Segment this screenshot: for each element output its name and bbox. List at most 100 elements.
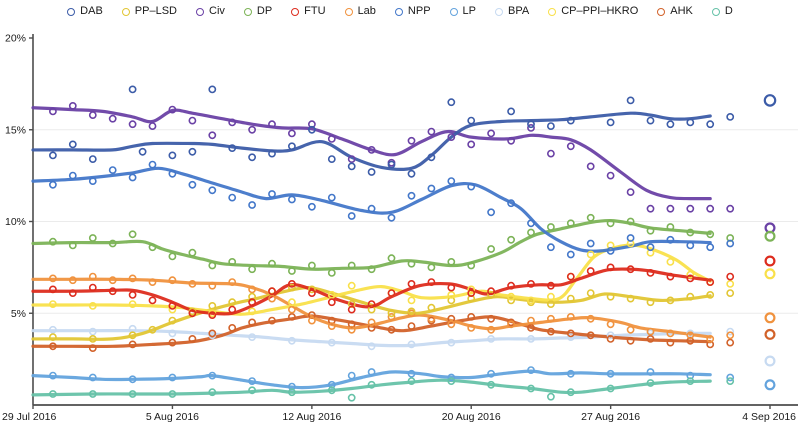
- poll-point-civ: [49, 107, 57, 116]
- poll-point-lp: [88, 373, 97, 382]
- poll-point-lab: [467, 323, 476, 332]
- legend-label-bpa: BPA: [508, 5, 530, 17]
- poll-point-lp: [527, 366, 535, 374]
- series-line-civ: [31, 106, 712, 201]
- poll-point-pplsd: [128, 331, 137, 340]
- poll-point-pplsd: [407, 307, 416, 316]
- poll-point-lab: [527, 316, 535, 325]
- poll-point-d: [88, 390, 97, 398]
- poll-point-ftu: [128, 290, 137, 299]
- poll-point-d: [407, 377, 416, 385]
- final-point-cp: [764, 268, 776, 280]
- poll-point-lab: [188, 279, 197, 288]
- legend-label-ftu: FTU: [304, 5, 326, 17]
- poll-point-civ: [367, 145, 376, 154]
- poll-point-lab: [68, 276, 77, 285]
- poll-point-cp: [49, 300, 57, 308]
- poll-point-d: [646, 379, 655, 387]
- poll-point-ahk: [547, 327, 555, 336]
- poll-point-ftu: [606, 263, 615, 272]
- poll-point-npp: [367, 204, 376, 213]
- poll-point-ftu: [686, 274, 695, 283]
- final-point-dab: [763, 94, 777, 107]
- final-point-bpa: [764, 355, 776, 367]
- poll-point-lab: [108, 276, 117, 285]
- poll-point-dp: [367, 265, 376, 274]
- poll-point-pplsd: [547, 300, 555, 308]
- poll-point-dab: [68, 140, 77, 149]
- poll-point-civ: [626, 188, 635, 196]
- poll-point-cp: [586, 250, 595, 259]
- poll-point-lp: [407, 369, 416, 378]
- poll-point-lp: [168, 373, 177, 382]
- poll-point-civ: [547, 149, 555, 158]
- poll-point-d: [128, 390, 137, 398]
- legend-item-lab: Lab: [344, 6, 376, 17]
- poll-point-ftu: [726, 272, 735, 281]
- poll-point-civ: [447, 133, 456, 141]
- poll-point-dab: [268, 149, 276, 158]
- legend-marker-ahk-icon: [657, 7, 666, 16]
- poll-point-lab: [287, 305, 296, 314]
- poll-point-cp: [407, 296, 416, 305]
- poll-point-cp: [467, 285, 476, 294]
- poll-point-lab: [168, 276, 177, 285]
- legend-marker-npp-icon: [394, 7, 403, 16]
- x-tick-label-2: 12 Aug 2016: [282, 411, 341, 423]
- series-line-dab: [31, 111, 712, 171]
- poll-point-dab: [547, 122, 555, 130]
- poll-point-lp: [566, 369, 575, 378]
- series-line-d: [31, 378, 712, 397]
- poll-point-cp: [447, 290, 456, 299]
- legend-item-dp: DP: [243, 5, 273, 17]
- poll-point-lab: [387, 312, 396, 321]
- poll-point-npp: [507, 199, 515, 208]
- poll-point-dp: [387, 254, 396, 263]
- poll-point-pplsd: [427, 303, 436, 312]
- poll-point-lab: [666, 329, 675, 338]
- poll-point-dab: [128, 85, 137, 94]
- poll-point-d: [347, 393, 356, 402]
- poll-point-dp: [168, 252, 177, 261]
- poll-point-ftu: [327, 298, 336, 307]
- legend-item-ftu: FTU: [291, 5, 326, 17]
- poll-point-d: [487, 380, 495, 389]
- poll-point-lab: [726, 331, 735, 340]
- legend-item-d: D: [711, 6, 733, 17]
- final-point-ftu: [764, 255, 776, 267]
- legend-label-civ: Civ: [209, 5, 225, 17]
- legend-item-lp: LP: [449, 6, 476, 17]
- poll-point-cp: [287, 298, 296, 307]
- x-tick-label-3: 20 Aug 2016: [442, 411, 501, 423]
- x-tick-label-1: 5 Aug 2016: [146, 411, 199, 423]
- poll-point-ahk: [566, 329, 575, 338]
- poll-point-pplsd: [507, 296, 515, 305]
- poll-point-ahk: [387, 325, 396, 334]
- poll-point-pplsd: [228, 298, 237, 307]
- legend-marker-lab-icon: [344, 7, 353, 16]
- poll-point-npp: [666, 235, 675, 244]
- poll-point-bpa: [447, 338, 456, 347]
- poll-point-ftu: [367, 300, 376, 308]
- legend-label-dp: DP: [256, 5, 273, 17]
- poll-point-cp: [248, 307, 256, 316]
- poll-point-pplsd: [49, 333, 57, 341]
- poll-point-d: [726, 377, 735, 385]
- poll-point-npp: [128, 173, 137, 182]
- poll-point-npp: [248, 201, 256, 209]
- poll-point-dp: [148, 243, 157, 252]
- poll-point-ftu: [586, 267, 595, 275]
- poll-point-ahk: [268, 316, 276, 325]
- poll-point-d: [367, 380, 376, 389]
- legend-marker-civ-icon: [196, 7, 204, 16]
- poll-point-ftu: [427, 278, 436, 286]
- poll-point-d: [49, 390, 57, 398]
- poll-point-cp: [88, 301, 97, 310]
- poll-point-ftu: [307, 289, 316, 297]
- poll-point-npp: [228, 193, 237, 202]
- poll-point-lab: [49, 274, 57, 283]
- poll-point-civ: [228, 118, 237, 127]
- poll-point-lp: [447, 373, 456, 382]
- poll-point-civ: [188, 116, 197, 125]
- y-tick-label-10: 10%: [5, 216, 26, 228]
